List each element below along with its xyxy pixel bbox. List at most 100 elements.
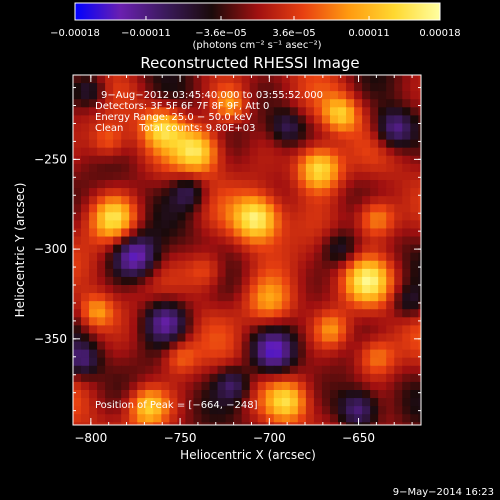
heatmap-cell (81, 285, 90, 294)
heatmap-cell (81, 163, 90, 173)
heatmap-cell (313, 373, 323, 383)
heatmap-cell (418, 147, 421, 157)
heatmap-cell (370, 115, 379, 125)
heatmap-cell (249, 188, 259, 197)
heatmap-cell (73, 99, 82, 108)
heatmap-cell (394, 333, 403, 343)
heatmap-cell (346, 99, 355, 108)
heatmap-cell (113, 268, 122, 278)
heatmap-cell (281, 220, 291, 230)
heatmap-cell (362, 325, 371, 335)
heatmap-cell (257, 244, 267, 254)
heatmap-cell (201, 180, 211, 189)
heatmap-cell (281, 188, 291, 197)
heatmap-cell (97, 155, 106, 165)
annotation-line: Clean Total counts: 9.80E+03 (95, 123, 255, 134)
heatmap-cell (321, 244, 331, 254)
heatmap-cell (321, 123, 331, 133)
heatmap-cell (370, 349, 379, 359)
heatmap-cell (241, 123, 251, 133)
heatmap-cell (185, 293, 195, 302)
heatmap-cell (321, 196, 331, 205)
heatmap-cell (97, 212, 106, 221)
colorbar-frame (74, 2, 441, 21)
heatmap-cell (153, 115, 162, 125)
heatmap-cell (346, 381, 355, 391)
heatmap-cell (169, 390, 178, 399)
heatmap-cell (129, 147, 138, 157)
heatmap-cell (193, 180, 203, 189)
heatmap-cell (81, 293, 90, 302)
heatmap-cell (105, 236, 114, 246)
heatmap-cell (201, 139, 211, 149)
heatmap-cell (338, 406, 347, 415)
heatmap-cell (354, 163, 363, 173)
heatmap-cell (225, 317, 235, 326)
heatmap-cell (217, 115, 227, 125)
heatmap-cell (410, 107, 419, 116)
heatmap-cell (81, 325, 90, 335)
heatmap-cell (418, 75, 421, 84)
heatmap-cell (217, 301, 227, 310)
heatmap-cell (161, 252, 170, 262)
heatmap-cell (370, 171, 379, 181)
heatmap-cell (362, 220, 371, 230)
heatmap-cell (137, 390, 146, 399)
heatmap-cell (265, 123, 275, 133)
heatmap-cell (305, 139, 315, 149)
heatmap-cell (297, 381, 307, 391)
heatmap-cell (97, 390, 106, 399)
heatmap-cell (217, 212, 227, 221)
heatmap-cell (297, 115, 307, 125)
heatmap-cell (233, 75, 243, 84)
heatmap-cell (273, 406, 283, 415)
heatmap-cell (338, 276, 347, 286)
heatmap-cell (121, 276, 130, 286)
heatmap-cell (185, 244, 195, 254)
heatmap-cell (297, 398, 307, 407)
heatmap-cell (329, 309, 339, 318)
heatmap-cell (362, 123, 371, 133)
heatmap-cell (217, 293, 227, 302)
heatmap-cell (370, 180, 379, 189)
heatmap-cell (370, 309, 379, 318)
heatmap-cell (338, 309, 347, 318)
heatmap-cell (402, 268, 411, 278)
heatmap-cell (97, 381, 106, 391)
heatmap-cell (362, 373, 371, 383)
heatmap-cell (394, 373, 403, 383)
heatmap-cell (321, 163, 331, 173)
heatmap-cell (241, 381, 251, 391)
heatmap-cell (297, 285, 307, 294)
heatmap-cell (418, 228, 421, 238)
heatmap-cell (81, 236, 90, 246)
heatmap-cell (378, 301, 387, 310)
heatmap-cell (225, 228, 235, 238)
heatmap-cell (241, 163, 251, 173)
heatmap-cell (217, 422, 227, 425)
heatmap-cell (177, 309, 187, 318)
heatmap-cell (305, 276, 315, 286)
heatmap-cell (297, 317, 307, 326)
heatmap-cell (297, 301, 307, 310)
heatmap-cell (225, 147, 235, 157)
heatmap-cell (410, 293, 419, 302)
heatmap-cell (121, 131, 130, 141)
annotation-line: 9−Aug−2012 03:45:40.000 to 03:55:52.000 (101, 90, 323, 101)
heatmap-cell (161, 390, 170, 399)
heatmap-cell (281, 390, 291, 399)
heatmap-cell (394, 285, 403, 294)
heatmap-cell (89, 373, 98, 383)
heatmap-cell (354, 180, 363, 189)
heatmap-cell (233, 309, 243, 318)
heatmap-cell (89, 155, 98, 165)
heatmap-cell (161, 123, 170, 133)
heatmap-cell (410, 204, 419, 213)
heatmap-cell (370, 91, 379, 100)
heatmap-cell (113, 317, 122, 326)
heatmap-cell (161, 212, 170, 221)
heatmap-cell (402, 325, 411, 335)
heatmap-cell (402, 244, 411, 254)
heatmap-cell (97, 83, 106, 92)
heatmap-cell (113, 188, 122, 197)
